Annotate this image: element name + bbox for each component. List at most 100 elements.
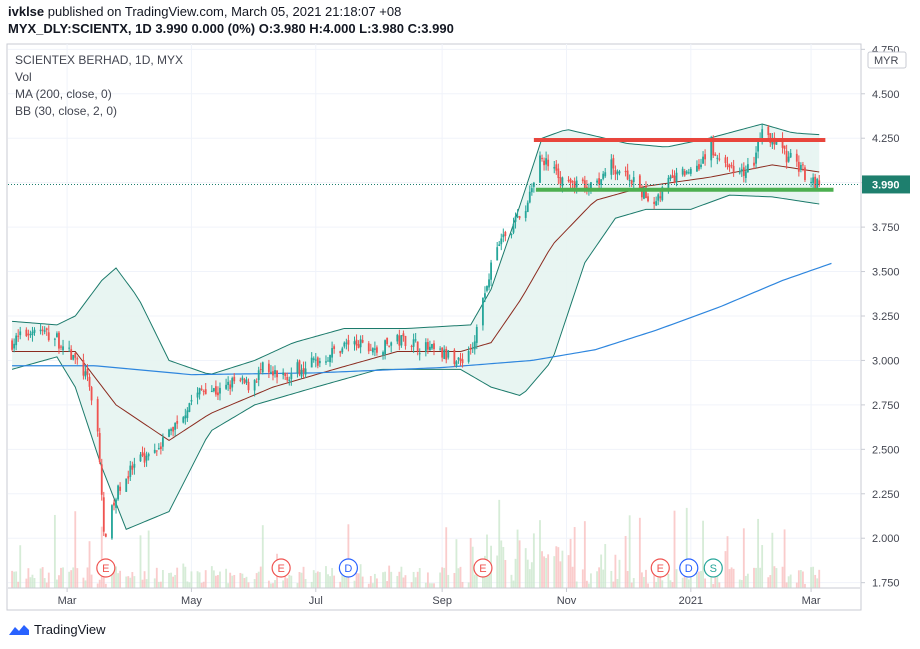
volume-bar	[341, 571, 344, 588]
event-marker-label: E	[657, 563, 664, 575]
candle-body	[343, 342, 346, 347]
candle-body	[170, 429, 172, 431]
price-tick-label: 2.500	[872, 444, 900, 456]
volume-bar	[371, 583, 374, 588]
volume-bar	[367, 583, 370, 588]
candle-body	[371, 348, 374, 353]
volume-bar	[496, 555, 499, 588]
candle-body	[331, 348, 334, 358]
candle-body	[318, 360, 321, 364]
volume-bar	[325, 566, 327, 588]
volume-bar	[274, 580, 276, 588]
candle-body	[404, 335, 407, 347]
volume-bar	[139, 535, 142, 588]
volume-bar	[373, 573, 376, 588]
volume-bar	[400, 566, 403, 588]
candle-body	[139, 454, 142, 462]
candle-body	[11, 340, 13, 350]
candle-body	[76, 358, 79, 360]
candle-body	[429, 346, 431, 351]
volume-bar	[396, 575, 399, 588]
candle-body	[461, 359, 464, 364]
event-marker-d	[679, 558, 699, 578]
volume-bar	[159, 581, 162, 588]
candle-body	[45, 328, 48, 331]
volume-bar	[198, 572, 201, 588]
volume-bar	[653, 572, 656, 588]
volume-bar	[388, 565, 391, 588]
volume-bar	[257, 571, 260, 588]
candle-body	[530, 188, 533, 193]
volume-bar	[286, 578, 289, 588]
volume-bar	[127, 576, 130, 588]
volume-bar	[596, 571, 598, 588]
volume-bar	[553, 556, 556, 588]
volume-bar	[685, 507, 688, 588]
price-tick-label: 3.000	[872, 355, 900, 367]
volume-bar	[600, 554, 603, 588]
candle-body	[744, 171, 747, 178]
candle-body	[53, 338, 56, 340]
candle-body	[433, 343, 435, 350]
candle-body	[545, 158, 548, 165]
candle-body	[390, 342, 393, 346]
volume-bar	[575, 581, 578, 588]
candle-body	[88, 376, 91, 387]
volume-bar	[804, 583, 806, 588]
candle-body	[573, 181, 576, 189]
candle-body	[753, 162, 755, 166]
candle-body	[267, 363, 270, 373]
volume-bar	[312, 570, 315, 588]
candle-body	[630, 180, 633, 184]
volume-bar	[247, 582, 250, 588]
candle-body	[459, 358, 462, 362]
candle-body	[814, 176, 817, 188]
candle-body	[524, 211, 527, 218]
candle-body	[131, 465, 134, 470]
price-tick-label: 2.250	[872, 489, 900, 501]
volume-bar	[681, 577, 684, 588]
footer-brand[interactable]: TradingView	[8, 622, 106, 637]
volume-bar	[469, 538, 472, 588]
price-tick-label: 3.500	[872, 267, 900, 279]
volume-bar	[445, 527, 448, 588]
volume-bar	[361, 576, 364, 588]
candle-body	[184, 415, 187, 419]
candle-body	[117, 485, 119, 500]
candle-body	[781, 139, 784, 148]
candle-body	[72, 355, 75, 360]
volume-bar	[771, 532, 774, 588]
candle-body	[56, 333, 58, 338]
candle-body	[638, 175, 641, 191]
volume-bar	[504, 560, 507, 588]
event-marker-label: D	[344, 563, 352, 575]
volume-bar	[398, 571, 401, 588]
volume-bar	[710, 569, 713, 588]
volume-bar	[15, 571, 18, 588]
time-tick-label: May	[181, 595, 202, 607]
ma200-line	[12, 262, 832, 376]
volume-bar	[119, 570, 122, 588]
candle-body	[504, 231, 507, 237]
candle-body	[543, 160, 545, 166]
candle-body	[604, 172, 607, 177]
volume-bar	[626, 570, 629, 588]
volume-bar	[384, 571, 386, 588]
candle-body	[245, 379, 248, 383]
volume-bar	[797, 570, 800, 588]
candle-body	[502, 234, 505, 238]
candle-body	[561, 177, 564, 187]
volume-bar	[115, 566, 117, 588]
candle-body	[402, 333, 405, 337]
candle-body	[312, 358, 315, 360]
candle-body	[416, 341, 419, 352]
candle-body	[730, 164, 733, 166]
candle-body	[214, 386, 217, 395]
volume-bar	[329, 576, 331, 588]
candle-body	[746, 164, 749, 173]
volume-bar	[296, 583, 299, 588]
candle-body	[596, 180, 598, 183]
event-marker-d	[338, 558, 358, 578]
candle-body	[396, 334, 399, 342]
